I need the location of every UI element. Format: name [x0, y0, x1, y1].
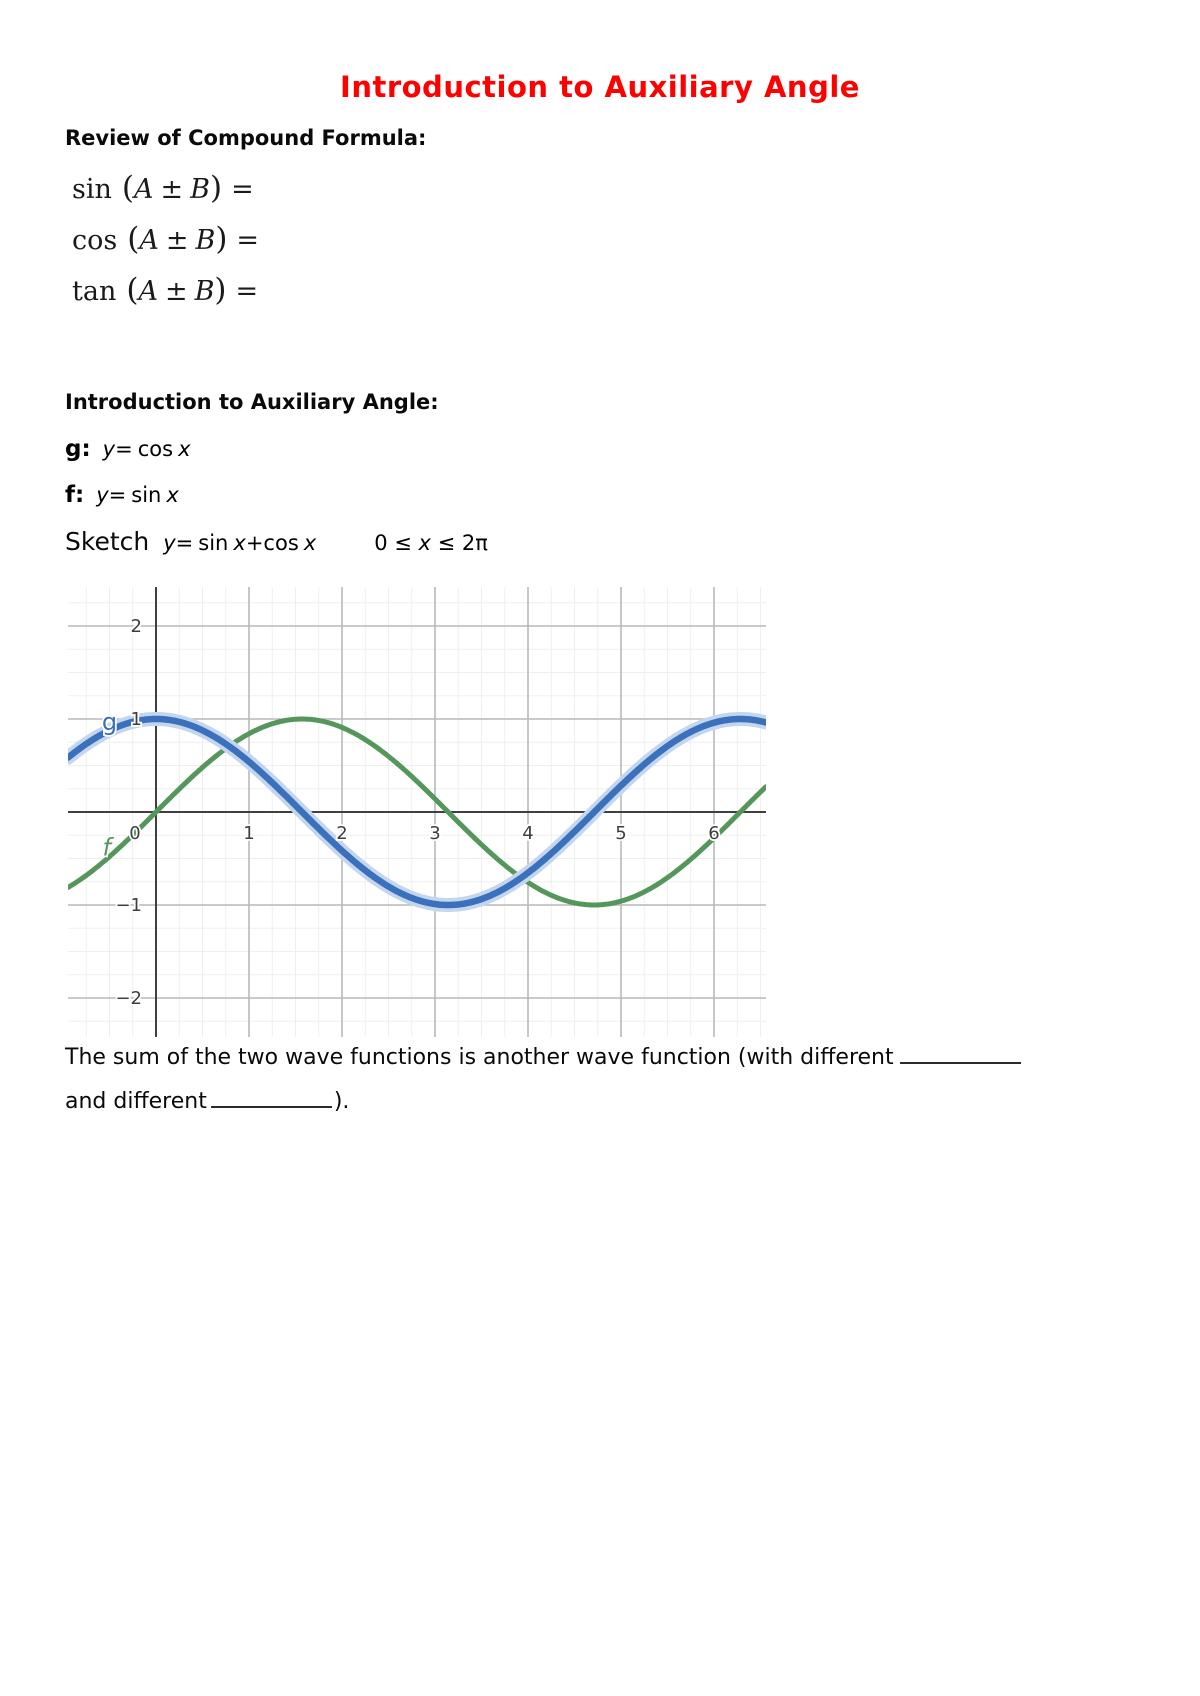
x-tick-label: 2	[336, 823, 347, 844]
y-tick-label: −2	[115, 988, 142, 1009]
x-tick-label: 5	[615, 823, 626, 844]
variable-x: x	[178, 437, 191, 461]
close-paren: )	[214, 272, 227, 308]
variable-a: A	[138, 276, 158, 307]
definition-f: f: y= sin x	[65, 482, 179, 508]
domain-upper: ≤ 2π	[437, 531, 488, 555]
curve-label-g: g	[102, 708, 117, 736]
bottom-note-text-1: The sum of the two wave functions is ano…	[65, 1045, 894, 1070]
plus-minus-sign: ±	[160, 174, 184, 205]
equals-sign: =	[108, 483, 127, 507]
math-formula-tan: tan (A ± B) =	[72, 272, 258, 308]
formula-function-name: tan	[72, 276, 117, 307]
blank-line-1	[899, 1040, 1021, 1064]
function-cos: cos	[137, 437, 174, 461]
curve-label-f: f	[102, 833, 114, 861]
blank-line-2	[210, 1084, 332, 1108]
variable-y: y	[163, 531, 176, 555]
open-paren: (	[121, 170, 134, 206]
x-tick-label: 3	[429, 823, 440, 844]
definition-g: g: y= cos x	[65, 436, 191, 462]
x-tick-label: 6	[708, 823, 719, 844]
variable-b: B	[190, 174, 210, 205]
x-tick-label: 4	[522, 823, 533, 844]
variable-x: x	[166, 483, 179, 507]
function-label-f: f:	[65, 482, 85, 508]
open-paren: (	[126, 272, 139, 308]
variable-x: x	[233, 531, 246, 555]
function-graph: 0 1 2 3 4 5 6 2 1 −1 −2 f g	[61, 587, 773, 1037]
domain-lower: 0 ≤	[374, 531, 412, 555]
function-cos: cos	[263, 531, 299, 555]
variable-y: y	[102, 437, 116, 461]
variable-x: x	[303, 531, 317, 555]
y-tick-label: −1	[115, 895, 142, 916]
math-formula-cos: cos (A ± B) =	[72, 221, 259, 257]
equals-sign: =	[236, 225, 260, 256]
sketch-word: Sketch	[65, 527, 150, 556]
plus-minus-sign: ±	[164, 276, 188, 307]
function-sin: sin	[198, 531, 229, 555]
formula-function-name: cos	[72, 225, 118, 256]
close-paren: )	[215, 221, 228, 257]
section-heading-review: Review of Compound Formula:	[65, 126, 427, 150]
variable-a: A	[139, 225, 159, 256]
close-paren: )	[209, 170, 223, 206]
plus-minus-sign: ±	[165, 225, 189, 256]
section-heading-intro: Introduction to Auxiliary Angle:	[65, 390, 439, 414]
equals-sign: =	[115, 437, 133, 461]
variable-b: B	[195, 225, 216, 256]
equals-sign: =	[175, 531, 194, 555]
bottom-note-text-3: ).	[333, 1089, 350, 1114]
x-tick-label: 0	[129, 823, 140, 844]
curve-cos	[64, 715, 770, 909]
math-formula-sin: sin (A ± B) =	[72, 170, 254, 206]
curve-sin	[65, 716, 769, 908]
variable-y: y	[96, 483, 109, 507]
plot-svg: 0 1 2 3 4 5 6 2 1 −1 −2 f g	[61, 587, 773, 1037]
variable-a: A	[134, 174, 154, 205]
bottom-note-text-2: and different	[65, 1089, 207, 1114]
x-tick-label: 1	[243, 823, 254, 844]
bottom-note-line-2: and different).	[65, 1084, 349, 1114]
variable-b: B	[194, 276, 215, 307]
y-tick-label: 1	[131, 709, 142, 730]
domain-constraint: 0 ≤ x ≤ 2π	[374, 531, 488, 555]
open-paren: (	[127, 221, 140, 257]
bottom-note-line-1: The sum of the two wave functions is ano…	[65, 1040, 1021, 1070]
variable-x: x	[418, 531, 431, 555]
plus-sign: +	[245, 531, 264, 555]
equals-sign: =	[235, 276, 259, 307]
function-sin: sin	[131, 483, 162, 507]
function-label-g: g:	[65, 436, 91, 462]
y-tick-label: 2	[131, 616, 142, 637]
formula-function-name: sin	[72, 174, 112, 205]
equals-sign: =	[231, 174, 254, 205]
page-title: Introduction to Auxiliary Angle	[340, 70, 860, 104]
sketch-instruction: Sketch y= sin x+cos x 0 ≤ x ≤ 2π	[65, 527, 488, 556]
